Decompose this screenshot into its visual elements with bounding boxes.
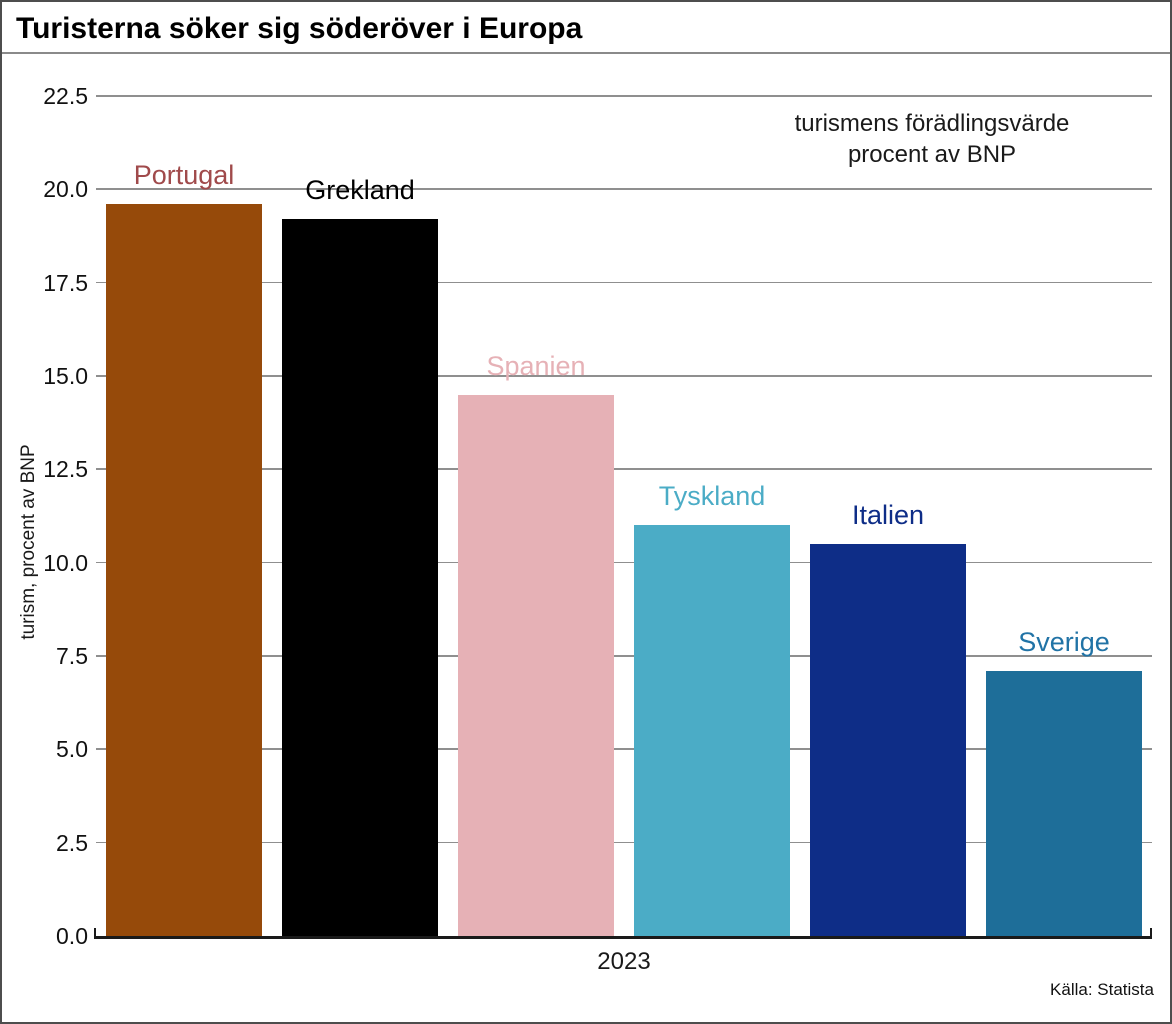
gridline-y-22.5: [96, 95, 1152, 97]
title-divider: [2, 52, 1170, 54]
bar-label-italien: Italien: [851, 500, 925, 530]
y-tick-label-5: 5.0: [56, 736, 88, 763]
y-tick-label-7.5: 7.5: [56, 643, 88, 669]
source-credit: Källa: Statista: [1050, 980, 1154, 999]
y-tick-label-20: 20.0: [43, 176, 88, 203]
bar-label-portugal: Portugal: [133, 160, 235, 191]
bar-label-tyskland: Tyskland: [658, 481, 766, 512]
gridline-y-12.5: [96, 468, 1152, 470]
y-tick-label-0: 0.0: [56, 923, 88, 949]
chart-title: Turisterna söker sig söderöver i Europa: [16, 12, 583, 45]
gridline-y-15: [96, 375, 1152, 377]
bar-grekland: [282, 219, 438, 936]
annotation-line-1: turismens förädlingsvärde: [794, 110, 1070, 137]
y-tick-label-2.5: 2.5: [56, 829, 88, 856]
x-axis-end-tick-left: [94, 928, 96, 936]
y-tick-label-10: 10.0: [43, 549, 88, 576]
x-axis-label: 2023: [597, 948, 651, 975]
gridline-y-10: [96, 561, 1152, 564]
y-tick-label-15: 15.0: [43, 363, 88, 389]
gridline-y-20: [96, 188, 1152, 190]
bar-tyskland: [634, 525, 790, 936]
gridline-y-7.5: [96, 655, 1152, 657]
y-tick-label-12.5: 12.5: [43, 456, 88, 483]
chart-annotation: turismens förädlingsvärde procent av BNP: [752, 108, 1112, 170]
gridline-y-2.5: [96, 841, 1152, 844]
bar-label-spanien: Spanien: [486, 350, 586, 381]
gridline-y-17.5: [96, 281, 1152, 284]
y-tick-label-17.5: 17.5: [43, 269, 88, 296]
bar-label-sverige: Sverige: [1018, 626, 1110, 657]
bar-sverige: [986, 670, 1142, 936]
gridline-y-5: [96, 748, 1152, 750]
annotation-line-2: procent av BNP: [847, 141, 1017, 168]
bar-italien: [810, 544, 966, 936]
bar-portugal: [106, 204, 262, 936]
y-tick-label-22.5: 22.5: [43, 83, 88, 109]
x-axis-end-tick-right: [1150, 928, 1152, 936]
x-axis-line: [94, 936, 1152, 939]
bar-spanien: [458, 394, 614, 936]
bar-label-grekland: Grekland: [305, 175, 415, 206]
